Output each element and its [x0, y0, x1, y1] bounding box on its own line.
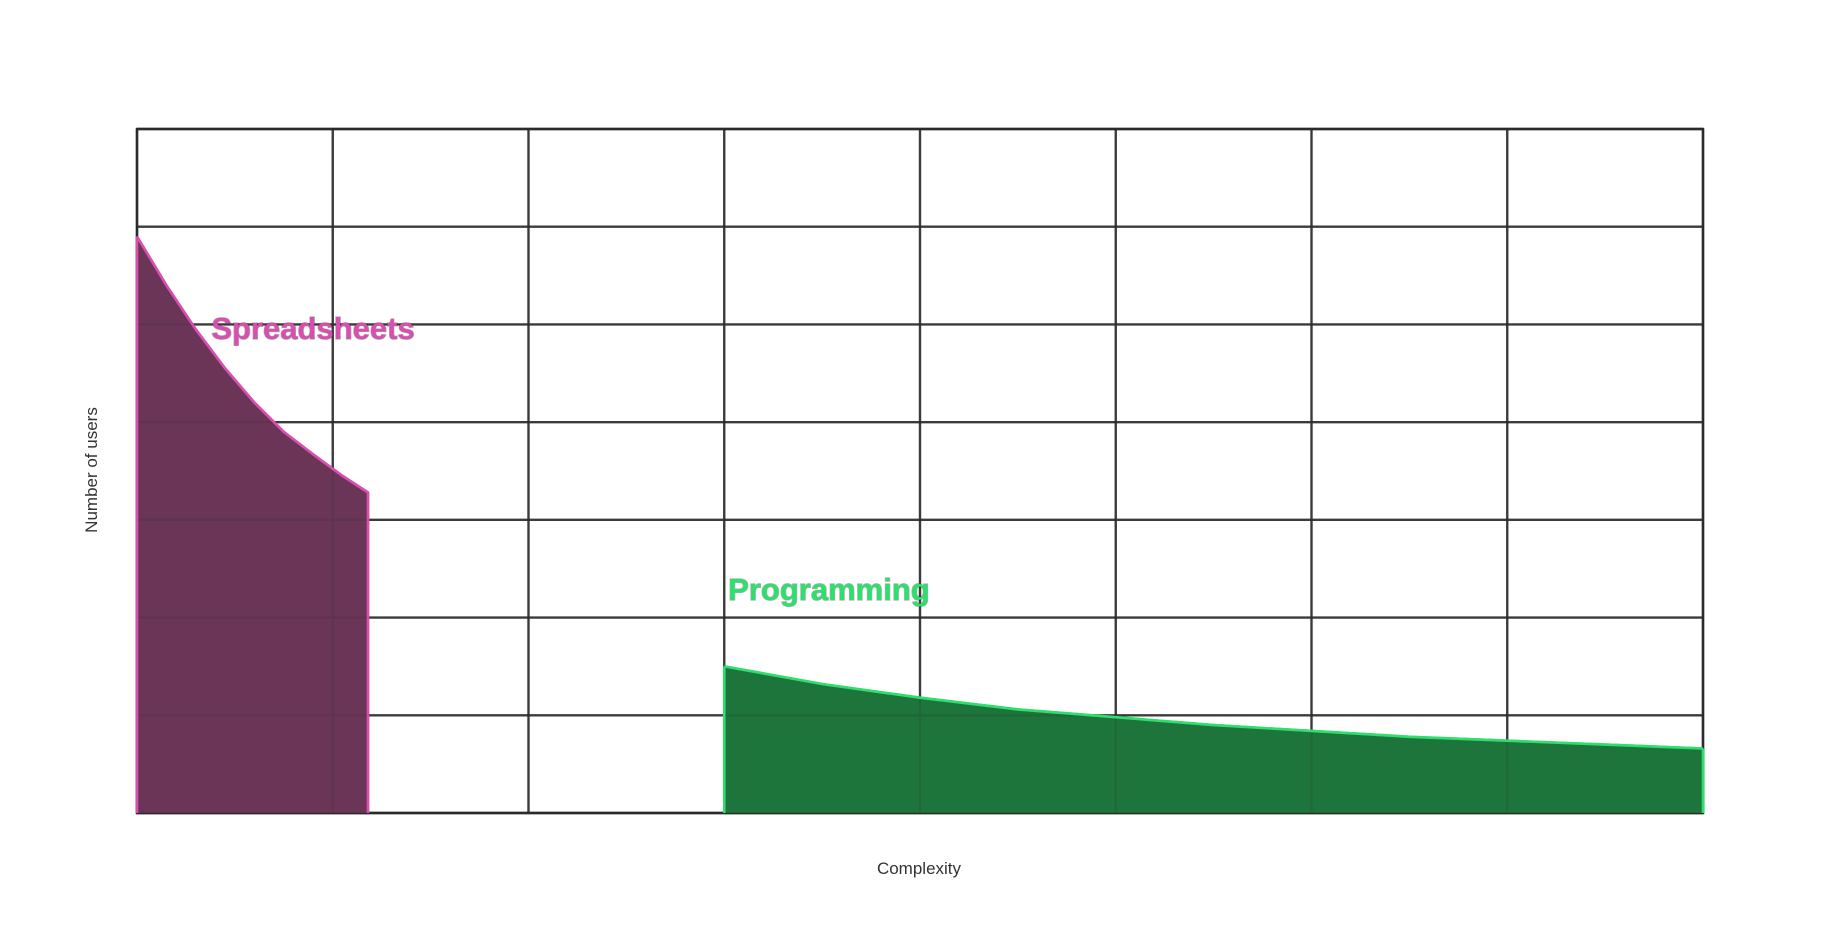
programming-line [724, 665, 1704, 750]
programming-area-overlay [724, 666, 1703, 813]
spreadsheets-series-label: Spreadsheets [211, 311, 414, 346]
spreadsheets-area-overlay [137, 236, 368, 813]
x-axis-label: Complexity [877, 859, 962, 878]
label-layer: Spreadsheets Programming [135, 235, 1705, 813]
y-axis-label: Number of users [82, 407, 101, 533]
programming-series-label: Programming [728, 572, 930, 607]
spreadsheets-line [135, 235, 369, 494]
